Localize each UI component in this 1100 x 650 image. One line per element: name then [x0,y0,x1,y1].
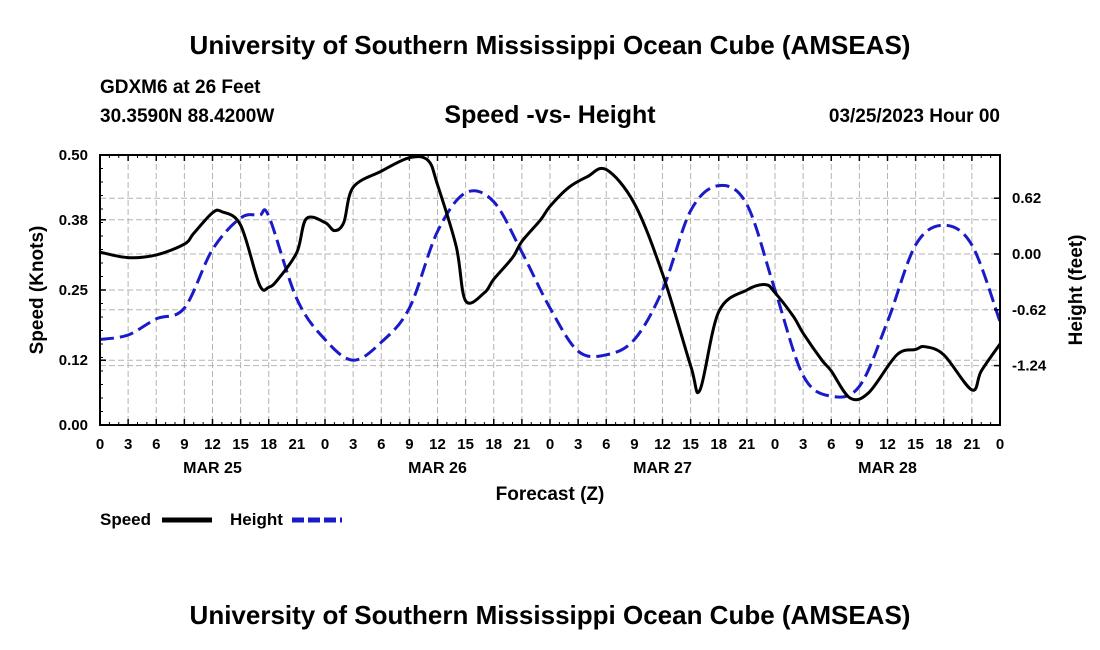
page-title: University of Southern Mississippi Ocean… [189,30,911,60]
legend-speed-label: Speed [100,510,151,529]
y-tick-label: 0.00 [59,417,88,434]
y2-axis-title: Height (feet) [1066,235,1087,346]
forecast-datetime: 03/25/2023 Hour 00 [828,106,1000,127]
y-tick-label: 0.38 [59,212,88,229]
x-tick-label: 12 [429,436,446,453]
x-tick-label: 21 [514,436,531,453]
series-line-speed [100,155,1000,402]
chart-subtitle: Speed -vs- Height [444,101,656,129]
y2-tick-label: 0.00 [1012,246,1041,263]
x-tick-label: 6 [602,436,610,453]
x-tick-label: 15 [232,436,249,453]
x-tick-label: 0 [996,436,1004,453]
chart-series-layer [100,155,1000,402]
x-tick-label: 6 [152,436,160,453]
x-axis-title: Forecast (Z) [496,484,605,505]
y2-tick-label: 0.62 [1012,190,1041,207]
x-tick-label: 12 [654,436,671,453]
x-tick-label: 21 [289,436,306,453]
x-tick-label: 18 [260,436,277,453]
legend-height-label: Height [230,510,283,529]
y2-tick-label: -0.62 [1012,302,1046,319]
chart-axes: 0 3 6 9 12 15 18 21 0 3 6 9 12 15 18 21 0 3 6 9 12 15 18 21 0 3 6 9… [59,147,1047,477]
date-label: MAR 28 [858,460,917,477]
x-tick-label: 18 [710,436,727,453]
x-tick-label: 15 [907,436,924,453]
x-tick-label: 3 [799,436,807,453]
x-tick-label: 6 [827,436,835,453]
x-tick-label: 3 [124,436,132,453]
x-tick-label: 21 [964,436,981,453]
y-tick-label: 0.12 [59,352,88,369]
chart-grid [100,155,1000,425]
legend: Speed Height [100,510,342,529]
x-tick-label: 18 [935,436,952,453]
x-tick-label: 3 [349,436,357,453]
y2-tick-label: -1.24 [1012,358,1047,375]
x-tick-label: 3 [574,436,582,453]
y-tick-label: 0.50 [59,147,88,164]
x-tick-label: 18 [485,436,502,453]
x-tick-label: 12 [204,436,221,453]
x-tick-label: 0 [96,436,104,453]
station-coordinates: 30.3590N 88.4200W [100,106,275,127]
y-tick-label: 0.25 [59,282,88,299]
series-line-height [100,183,1000,399]
x-tick-label: 12 [879,436,896,453]
x-tick-label: 9 [630,436,638,453]
x-tick-label: 0 [771,436,779,453]
x-tick-label: 15 [457,436,474,453]
x-tick-label: 9 [180,436,188,453]
date-label: MAR 27 [633,460,692,477]
date-label: MAR 25 [183,460,242,477]
station-label: GDXM6 at 26 Feet [100,77,261,98]
footer-title: University of Southern Mississippi Ocean… [189,600,911,630]
speed-height-chart: 0 3 6 9 12 15 18 21 0 3 6 9 12 15 18 21 0 3 6 9 12 15 18 21 0 3 6 9… [27,147,1087,529]
x-tick-label: 0 [321,436,329,453]
x-tick-label: 0 [546,436,554,453]
x-tick-label: 9 [855,436,863,453]
x-tick-label: 6 [377,436,385,453]
x-tick-label: 15 [682,436,699,453]
x-tick-label: 21 [739,436,756,453]
y-axis-title: Speed (Knots) [27,226,48,355]
x-tick-label: 9 [405,436,413,453]
date-label: MAR 26 [408,460,467,477]
